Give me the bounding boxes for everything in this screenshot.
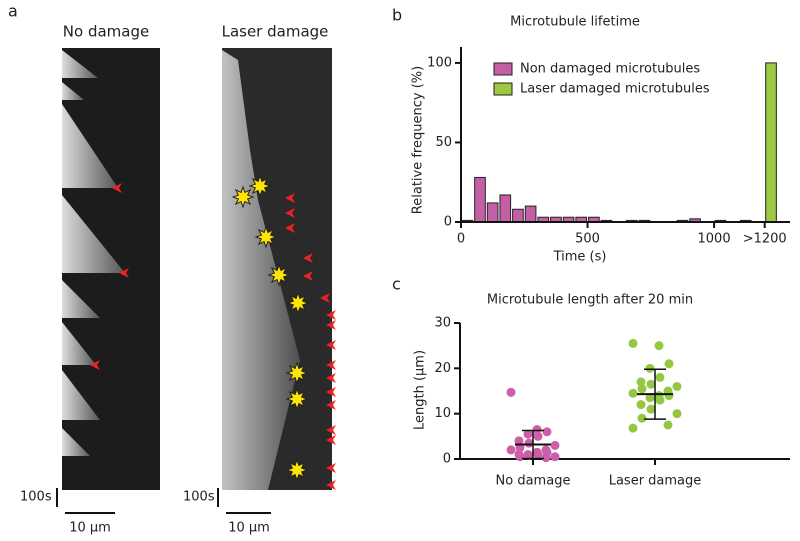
- star: [286, 291, 310, 315]
- y-tick-label: 50: [435, 135, 452, 150]
- growth: [62, 370, 100, 420]
- dot: [672, 381, 682, 391]
- star: [285, 387, 309, 411]
- dot: [672, 409, 682, 419]
- y-tick-label: 20: [434, 361, 451, 376]
- growth: [62, 104, 118, 188]
- y-tick-label: 30: [434, 316, 451, 331]
- star: [267, 263, 291, 287]
- growth: [62, 195, 125, 273]
- bar: [499, 194, 512, 223]
- star: [231, 185, 255, 209]
- dot: [628, 338, 638, 348]
- dot: [628, 388, 638, 398]
- dot: [541, 453, 551, 463]
- dot: [523, 429, 533, 439]
- panel-label: a: [8, 2, 18, 21]
- dot: [550, 440, 560, 450]
- dot: [514, 436, 524, 446]
- dot: [524, 450, 534, 460]
- star: [285, 361, 309, 385]
- dot: [663, 420, 673, 430]
- dot: [636, 377, 646, 387]
- dot: [506, 445, 516, 455]
- panel-label: b: [392, 6, 402, 25]
- y-tick-label: 10: [434, 406, 451, 421]
- x-tick-label: 0: [457, 232, 465, 247]
- dot: [645, 393, 655, 403]
- dot: [532, 425, 542, 435]
- chart-title: Microtubule length after 20 min: [487, 293, 693, 308]
- dot: [664, 359, 674, 369]
- y-tick-label: 100: [427, 55, 452, 70]
- dot: [645, 363, 655, 373]
- bar: [524, 205, 537, 223]
- dot: [646, 404, 656, 414]
- kymo-title: No damage: [63, 23, 149, 41]
- kymographs: [62, 48, 336, 490]
- time-scale: 100s: [183, 490, 215, 505]
- dot: [533, 449, 543, 459]
- growth: [62, 428, 90, 456]
- y-axis-label: Relative frequency (%): [411, 66, 426, 214]
- star: [285, 458, 309, 482]
- dot: [628, 423, 638, 433]
- dot: [533, 431, 543, 441]
- dot: [646, 379, 656, 389]
- legend-label: Laser damaged microtubules: [520, 82, 710, 97]
- dot: [524, 438, 534, 448]
- x-tick-label: >1200: [743, 232, 787, 247]
- star: [254, 225, 278, 249]
- dot: [515, 452, 525, 462]
- x-tick-label: 1000: [698, 232, 731, 247]
- time-scale: 100s: [20, 490, 52, 505]
- dot: [654, 341, 664, 351]
- x-tick-label: No damage: [496, 474, 571, 489]
- stars: [231, 174, 310, 482]
- dot: [550, 452, 560, 462]
- legend-swatch: [493, 62, 513, 76]
- x-axis-label: Time (s): [553, 250, 607, 265]
- dot: [655, 395, 665, 405]
- x-tick-label: 500: [575, 232, 600, 247]
- growth: [222, 50, 300, 490]
- bar: [765, 62, 777, 223]
- kymo-title: Laser damage: [222, 23, 329, 41]
- growth: [62, 50, 98, 78]
- growth: [62, 280, 100, 318]
- dot: [664, 391, 674, 401]
- bar: [474, 176, 486, 223]
- star: [248, 174, 272, 198]
- bar: [512, 208, 524, 223]
- dot: [637, 384, 647, 394]
- panel-label: c: [392, 275, 401, 294]
- dot: [637, 413, 647, 423]
- dot: [636, 400, 646, 410]
- growth: [62, 322, 96, 365]
- growth: [62, 82, 84, 100]
- y-axis-label: Length (µm): [413, 350, 428, 430]
- arrowheads: [90, 183, 336, 490]
- length-scale: 10 µm: [69, 521, 111, 536]
- dot: [506, 387, 516, 397]
- chart-title: Microtubule lifetime: [510, 15, 640, 30]
- x-tick-label: Laser damage: [609, 474, 702, 489]
- bar: [486, 202, 499, 223]
- length-scale: 10 µm: [228, 521, 270, 536]
- dot: [542, 427, 552, 437]
- y-tick-label: 0: [444, 215, 452, 230]
- y-tick-label: 0: [443, 452, 451, 467]
- dot: [655, 372, 665, 382]
- legend-label: Non damaged microtubules: [520, 62, 700, 77]
- legend-swatch: [493, 82, 513, 96]
